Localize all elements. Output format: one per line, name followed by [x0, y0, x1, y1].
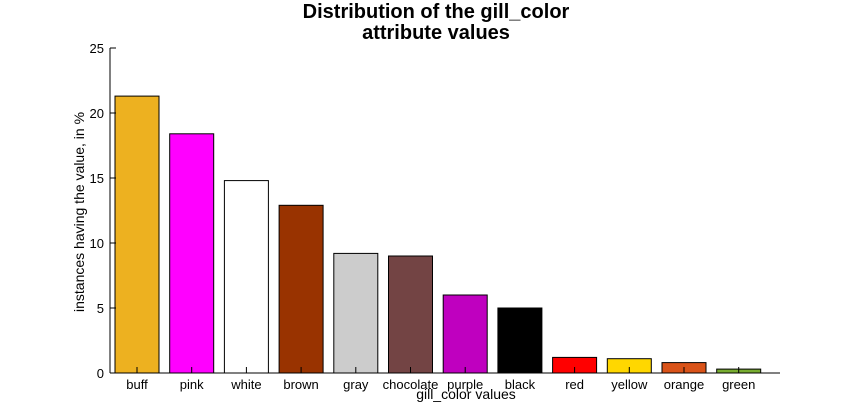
bar-buff	[114, 95, 160, 374]
bar-black	[497, 307, 543, 374]
y-tick-label: 20	[90, 106, 104, 121]
x-tick-label-white: white	[230, 377, 261, 392]
x-tick-label-brown: brown	[283, 377, 318, 392]
x-ticks-group: buff pink white brown gray chocolate purple bla…	[126, 367, 755, 392]
x-tick-label-black: black	[505, 377, 536, 392]
x-tick-label-orange: orange	[664, 377, 704, 392]
chart-title-line1: Distribution of the gill_color	[303, 1, 570, 23]
bar-pink	[169, 133, 215, 374]
x-tick-label-red: red	[565, 377, 584, 392]
y-tick-label: 0	[97, 366, 104, 381]
y-ticks-group: 0 5 10 15 20 25	[90, 41, 116, 381]
x-tick-label-green: green	[722, 377, 755, 392]
bar-gray	[333, 252, 379, 374]
x-tick-label-pink: pink	[180, 377, 204, 392]
x-tick-label-buff: buff	[126, 377, 148, 392]
bar-brown	[278, 204, 324, 374]
y-tick-label: 5	[97, 301, 104, 316]
y-axis-label: instances having the value, in %	[71, 112, 87, 312]
x-tick-label-yellow: yellow	[611, 377, 648, 392]
axes-group	[109, 48, 780, 374]
bar-white	[223, 180, 269, 374]
y-tick-label: 15	[90, 171, 104, 186]
x-tick-label-purple: purple	[447, 377, 483, 392]
bar-purple	[442, 294, 488, 374]
bar-chocolate	[388, 255, 433, 374]
bars-group	[114, 95, 762, 374]
y-tick-label: 10	[90, 236, 104, 251]
x-axis-label: gill_color values	[416, 386, 516, 402]
chart-title-line2: attribute values	[362, 22, 510, 44]
x-tick-label-gray: gray	[343, 377, 369, 392]
x-tick-label-chocolate: chocolate	[383, 377, 439, 392]
y-tick-label: 25	[90, 41, 104, 56]
chart-title: Distribution of the gill_color attribute…	[303, 1, 570, 44]
